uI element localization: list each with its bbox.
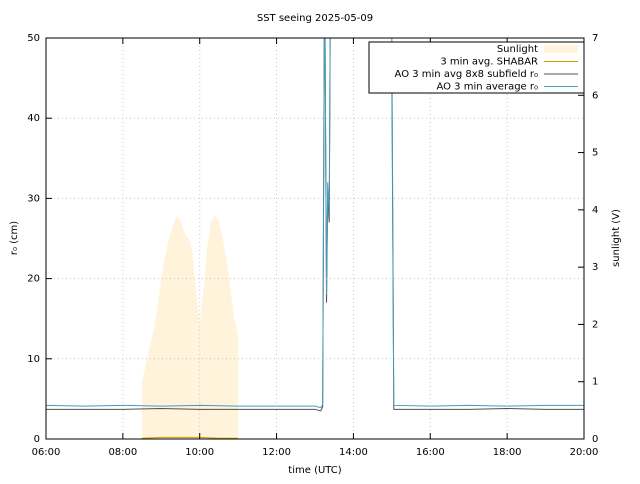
series-line — [46, 38, 331, 409]
series-line — [46, 38, 331, 412]
y2-tick-label: 4 — [592, 205, 598, 216]
y-tick-label: 30 — [27, 193, 40, 204]
x-tick-label: 10:00 — [185, 447, 214, 458]
y2-tick-label: 0 — [592, 434, 598, 445]
y2-tick-label: 5 — [592, 148, 598, 159]
x-tick-label: 06:00 — [32, 447, 61, 458]
legend-label: Sunlight — [497, 44, 538, 55]
y-tick-label: 0 — [34, 434, 40, 445]
x-tick-label: 18:00 — [493, 447, 522, 458]
series-line — [391, 38, 584, 407]
y-tick-label: 50 — [27, 33, 40, 44]
y2-tick-label: 1 — [592, 377, 598, 388]
y-axis-label: r₀ (cm) — [9, 221, 20, 255]
y-tick-label: 40 — [27, 113, 40, 124]
legend-label: AO 3 min average r₀ — [436, 82, 538, 93]
legend-swatch — [544, 45, 578, 53]
plot-frame — [45, 37, 585, 440]
x-tick-label: 16:00 — [416, 447, 445, 458]
y2-axis-label: sunlight (V) — [611, 209, 622, 267]
legend-label: 3 min avg. SHABAR — [440, 57, 538, 68]
plot-area — [46, 38, 584, 439]
y-tick-label: 10 — [27, 354, 40, 365]
y2-tick-label: 7 — [592, 33, 598, 44]
y2-tick-label: 6 — [592, 90, 598, 101]
y2-tick-label: 2 — [592, 319, 598, 330]
y2-tick-label: 3 — [592, 262, 598, 273]
legend-label: AO 3 min avg 8x8 subfield r₀ — [395, 69, 538, 80]
series-line — [142, 436, 239, 439]
x-tick-label: 20:00 — [570, 447, 599, 458]
chart-title: SST seeing 2025-05-09 — [257, 13, 373, 24]
x-tick-label: 12:00 — [262, 447, 291, 458]
series-line — [391, 78, 584, 410]
x-tick-label: 14:00 — [339, 447, 368, 458]
y-tick-label: 20 — [27, 274, 40, 285]
sunlight-area — [142, 215, 239, 439]
x-tick-label: 08:00 — [108, 447, 137, 458]
x-axis-label: time (UTC) — [288, 465, 341, 476]
